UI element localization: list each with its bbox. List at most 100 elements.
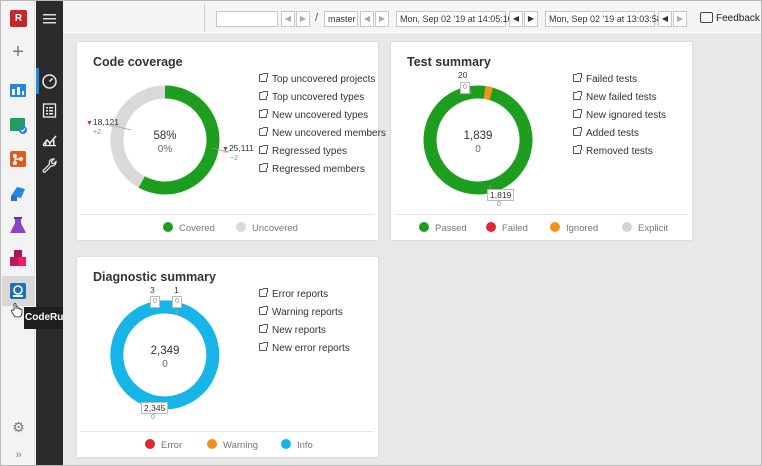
legend-label: Uncovered xyxy=(252,223,298,234)
external-link-icon xyxy=(259,324,268,333)
app-logo[interactable]: R xyxy=(10,10,27,27)
center-sub-value: 0 xyxy=(475,144,481,155)
center-value: 2,349 xyxy=(150,345,180,357)
donut-slice-uncovered[interactable] xyxy=(110,85,166,188)
top-toolbar: ◀ ▶ / master ◀ ▶ Mon, Sep 02 '19 at 14:0… xyxy=(63,1,761,35)
chart-legend: Covered Uncovered xyxy=(81,214,374,240)
date-from-selector[interactable]: Mon, Sep 02 '19 at 14:05:10 xyxy=(396,11,513,27)
link-new-uncovered-members[interactable]: New uncovered members xyxy=(259,127,386,139)
path-separator: / xyxy=(315,12,319,24)
donut-slice-passed[interactable] xyxy=(423,85,533,195)
legend-label: Passed xyxy=(435,223,467,234)
diagnostic-summary-donut[interactable] xyxy=(77,257,378,429)
link-warning-reports[interactable]: Warning reports xyxy=(259,306,343,318)
settings-gear-icon[interactable]: ⚙ xyxy=(12,419,25,435)
donut-slice-info[interactable] xyxy=(110,300,220,410)
link-label: New reports xyxy=(272,325,326,336)
link-new-reports[interactable]: New reports xyxy=(259,324,326,336)
coderush-icon[interactable] xyxy=(7,280,29,302)
dashboard-gauge-icon[interactable] xyxy=(41,73,58,90)
link-new-uncovered-types[interactable]: New uncovered types xyxy=(259,109,369,121)
branch-selector[interactable]: master xyxy=(324,11,358,27)
link-label: New uncovered members xyxy=(272,128,386,139)
pipelines-icon[interactable] xyxy=(7,182,29,204)
legend-warning[interactable]: Warning xyxy=(207,439,258,451)
link-label: New error reports xyxy=(272,343,350,354)
date-from-next-button[interactable]: ▶ xyxy=(524,11,538,27)
link-top-uncovered-types[interactable]: Top uncovered types xyxy=(259,91,365,103)
center-sub-value: 0 xyxy=(162,359,168,370)
link-top-uncovered-projects[interactable]: Top uncovered projects xyxy=(259,73,376,85)
link-new-ignored-tests[interactable]: New ignored tests xyxy=(573,109,667,121)
repos-icon[interactable] xyxy=(7,148,29,170)
link-error-reports[interactable]: Error reports xyxy=(259,288,328,300)
test-plans-icon[interactable] xyxy=(7,215,29,237)
feedback-icon[interactable] xyxy=(700,12,713,23)
legend-uncovered[interactable]: Uncovered xyxy=(236,222,298,234)
legend-swatch xyxy=(145,439,155,449)
link-regressed-types[interactable]: Regressed types xyxy=(259,145,347,157)
down-triangle-icon: ▼ xyxy=(86,120,93,127)
legend-label: Covered xyxy=(179,223,215,234)
link-added-tests[interactable]: Added tests xyxy=(573,127,639,139)
link-label: Added tests xyxy=(586,128,639,139)
legend-explicit[interactable]: Explicit xyxy=(622,222,668,234)
link-label: Top uncovered types xyxy=(272,92,365,103)
date-from-prev-button[interactable]: ◀ xyxy=(509,11,523,27)
legend-error[interactable]: Error xyxy=(145,439,182,451)
donut-slice-covered[interactable] xyxy=(138,85,220,195)
dashboard-nav-bar xyxy=(36,1,63,465)
date-to-prev-button[interactable]: ◀ xyxy=(658,11,672,27)
link-removed-tests[interactable]: Removed tests xyxy=(573,145,653,157)
expand-chevrons-icon[interactable]: » xyxy=(15,449,22,461)
project-selector[interactable] xyxy=(216,11,278,27)
legend-info[interactable]: Info xyxy=(281,439,313,451)
link-new-failed-tests[interactable]: New failed tests xyxy=(573,91,657,103)
center-value: 1,839 xyxy=(463,130,493,142)
legend-label: Error xyxy=(161,440,183,451)
down-triangle-icon: ▼ xyxy=(222,146,229,153)
link-label: New ignored tests xyxy=(586,110,667,121)
toolbar-separator xyxy=(204,4,205,32)
covered-delta: −2 xyxy=(230,155,238,162)
link-label: Regressed members xyxy=(272,164,365,175)
external-link-icon xyxy=(259,145,268,154)
donut-slice-ignored[interactable] xyxy=(483,86,494,101)
legend-failed[interactable]: Failed xyxy=(486,222,528,234)
test-summary-donut[interactable] xyxy=(391,42,692,212)
code-coverage-donut[interactable] xyxy=(77,42,378,212)
link-label: Top uncovered projects xyxy=(272,74,376,85)
wrench-icon[interactable] xyxy=(41,157,58,174)
feedback-link[interactable]: Feedback xyxy=(716,13,760,24)
test-plans-board-icon[interactable] xyxy=(7,114,29,136)
info-annotation-sub: 0 xyxy=(151,414,155,421)
date-to-next-button[interactable]: ▶ xyxy=(673,11,687,27)
center-value: 58% xyxy=(153,130,177,142)
legend-label: Warning xyxy=(223,440,259,451)
next-branch-button[interactable]: ▶ xyxy=(375,11,389,27)
boards-icon[interactable] xyxy=(7,79,29,101)
next-project-button[interactable]: ▶ xyxy=(296,11,310,27)
legend-covered[interactable]: Covered xyxy=(163,222,215,234)
hamburger-menu-icon[interactable] xyxy=(41,10,58,27)
link-regressed-members[interactable]: Regressed members xyxy=(259,163,365,175)
external-link-icon xyxy=(259,163,268,172)
external-link-icon xyxy=(573,73,582,82)
legend-passed[interactable]: Passed xyxy=(419,222,467,234)
legend-label: Ignored xyxy=(566,223,599,234)
legend-ignored[interactable]: Ignored xyxy=(550,222,598,234)
link-new-error-reports[interactable]: New error reports xyxy=(259,342,350,354)
link-label: New uncovered types xyxy=(272,110,369,121)
legend-label: Failed xyxy=(502,223,528,234)
link-label: Warning reports xyxy=(272,307,343,318)
prev-branch-button[interactable]: ◀ xyxy=(360,11,374,27)
report-list-icon[interactable] xyxy=(41,102,58,119)
artifacts-icon[interactable] xyxy=(7,248,29,270)
link-failed-tests[interactable]: Failed tests xyxy=(573,73,637,85)
date-to-selector[interactable]: Mon, Sep 02 '19 at 13:03:58 xyxy=(545,11,662,27)
prev-project-button[interactable]: ◀ xyxy=(281,11,295,27)
trend-chart-icon[interactable] xyxy=(41,131,58,148)
add-icon[interactable]: + xyxy=(12,41,24,63)
code-coverage-card: Code coverage 58% 0% ▼18,121 +2 ▼25,111 … xyxy=(77,42,386,240)
activity-bar: R + ⚙ » xyxy=(1,1,35,465)
